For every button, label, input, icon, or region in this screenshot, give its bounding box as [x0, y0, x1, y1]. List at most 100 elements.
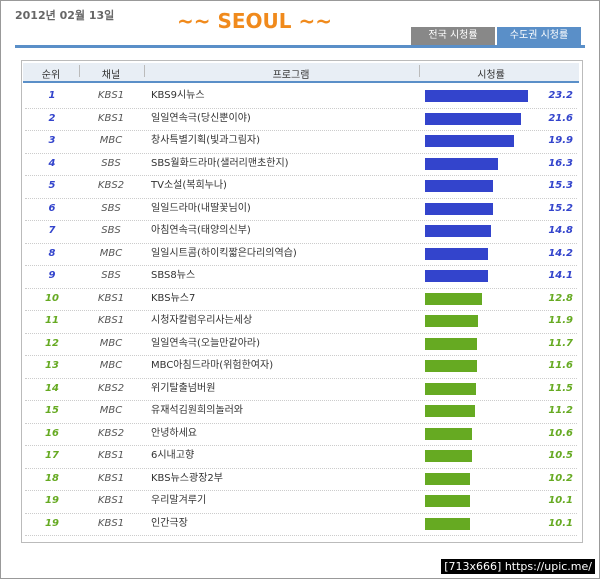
rank: 17: [45, 450, 59, 461]
row-divider: [25, 310, 577, 311]
program: 인간극장: [151, 517, 188, 529]
channel: SBS: [101, 157, 121, 169]
channel: KBS1: [97, 495, 125, 506]
tab[interactable]: 전국 시청률: [411, 27, 495, 45]
row-divider: [25, 242, 577, 244]
rank: 18: [45, 472, 59, 484]
rank: 19: [45, 495, 59, 506]
rating: 10.6: [548, 427, 573, 439]
rank: 2: [48, 112, 56, 124]
channel: KBS1: [97, 517, 125, 529]
rating-bar: [425, 517, 470, 530]
program: KBS뉴스7: [151, 292, 196, 304]
tab-underline: [15, 45, 585, 48]
program: 창사특별기획(빛과그림자): [151, 135, 261, 146]
row-divider: [25, 152, 577, 154]
rank: 19: [45, 517, 59, 529]
channel: KBS2: [97, 180, 125, 191]
rating: 14.1: [548, 270, 573, 281]
channel: MBC: [99, 337, 123, 349]
rating: 14.8: [548, 225, 573, 236]
rating-bar: [425, 112, 522, 125]
program: 일일연속극(오늘만같아라): [151, 337, 261, 349]
watermark: [713x666] https://upic.me/: [441, 559, 595, 574]
row-divider: [25, 332, 577, 334]
rating: 15.3: [548, 180, 573, 191]
channel: KBS2: [97, 382, 125, 394]
rating-bar: [425, 315, 478, 327]
rating: 14.2: [548, 247, 573, 259]
program: 시청자칼럼우리사는세상: [151, 315, 253, 326]
row-divider: [25, 220, 577, 221]
rating-bar: [425, 472, 471, 485]
tab[interactable]: 수도권 시청률: [497, 27, 581, 45]
row-divider: [25, 355, 577, 356]
channel: KBS1: [97, 450, 125, 461]
row-divider: [25, 445, 577, 446]
rating-bar: [425, 270, 488, 282]
column-header: 채널: [101, 70, 121, 81]
program: 우리말겨루기: [151, 495, 207, 506]
channel: MBC: [99, 360, 123, 371]
rating-bar: [425, 157, 498, 170]
rating: 10.1: [548, 495, 573, 506]
rank: 12: [45, 337, 59, 349]
channel: KBS1: [97, 292, 125, 304]
channel: MBC: [99, 135, 123, 146]
row-divider: [25, 175, 577, 176]
rank: 11: [45, 315, 59, 326]
rating-bar: [425, 180, 494, 192]
program: 위기탈출넘버원: [151, 382, 216, 394]
row-divider: [25, 535, 577, 536]
rating-bar: [425, 405, 475, 417]
program: 안녕하세요: [151, 427, 197, 439]
program: KBS9시뉴스: [151, 90, 205, 101]
header-separator: [79, 65, 80, 77]
column-header: 프로그램: [272, 70, 310, 81]
rating: 19.9: [548, 135, 573, 146]
row-divider: [25, 490, 577, 491]
rating-bar: [425, 247, 489, 260]
rating: 10.1: [548, 517, 573, 529]
rank: 8: [48, 247, 56, 259]
rank: 9: [48, 270, 56, 281]
rank: 6: [48, 202, 56, 214]
table-frame: [21, 60, 583, 543]
row-divider: [25, 130, 577, 131]
program: SBS8뉴스: [151, 270, 196, 281]
program: 유재석김원희의놀러와: [151, 405, 243, 416]
channel: KBS1: [97, 90, 125, 101]
rating: 10.2: [548, 472, 573, 484]
rating: 11.5: [548, 382, 573, 394]
row-divider: [25, 512, 577, 514]
program: KBS뉴스광장2부: [151, 472, 223, 484]
row-divider: [25, 287, 577, 289]
rating-bar: [425, 225, 491, 237]
rating-bar: [425, 135, 514, 147]
row-divider: [25, 467, 577, 469]
row-divider: [25, 265, 577, 266]
rank: 14: [45, 382, 59, 394]
rank: 1: [48, 90, 56, 101]
channel: SBS: [101, 225, 121, 236]
program: 일일드라마(내딸꽃님이): [151, 202, 251, 214]
rating: 11.2: [548, 405, 573, 416]
rank: 7: [48, 225, 56, 236]
rating-bar: [425, 337, 478, 350]
rating-bar: [425, 427, 473, 440]
rating: 11.6: [548, 360, 573, 371]
rating: 16.3: [548, 157, 573, 169]
rating-bar: [425, 495, 470, 507]
program: MBC아침드라마(위험한여자): [151, 360, 274, 371]
rating: 21.6: [548, 112, 573, 124]
rank: 15: [45, 405, 59, 416]
channel: SBS: [101, 202, 121, 214]
rating-bar: [425, 90, 529, 102]
rating-bar: [425, 292, 482, 305]
channel: KBS1: [97, 112, 125, 124]
program: SBS월화드라마(샐러리맨초한지): [151, 157, 289, 169]
rank: 4: [48, 157, 56, 169]
program: 아침연속극(태양의신부): [151, 225, 251, 236]
page-title: ~~ SEOUL ~~: [177, 9, 333, 33]
